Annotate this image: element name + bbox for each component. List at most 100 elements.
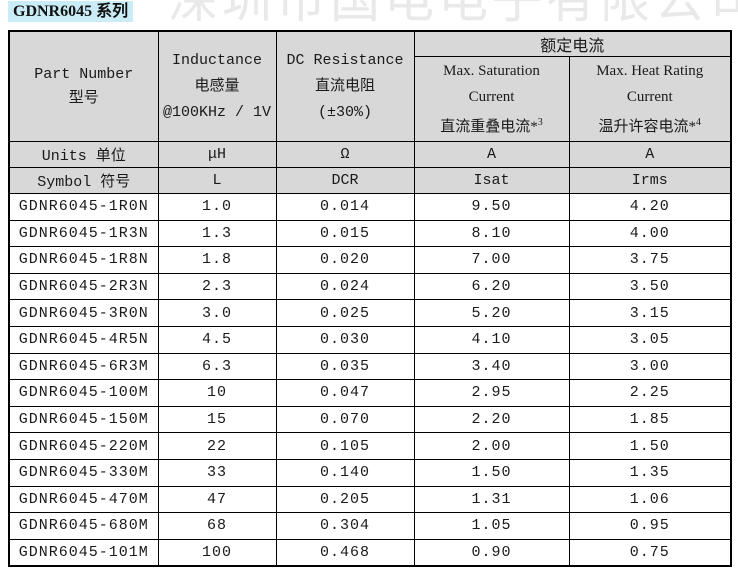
header-dc-resistance-cn: 直流电阻	[314, 77, 375, 95]
isat-cell: 6.20	[413, 272, 570, 301]
part-number-cell: GDNR6045-3R0N	[8, 299, 159, 327]
part-number-cell: GDNR6045-150M	[8, 405, 159, 434]
dcr-cell: 0.015	[275, 219, 415, 248]
dcr-cell: 0.468	[275, 538, 415, 567]
inductance-cell: 68	[157, 512, 277, 540]
header-row-sub: Max. Saturation Current 直流重叠电流*3 Max. He…	[9, 56, 732, 142]
part-number-cell: GDNR6045-101M	[8, 538, 159, 567]
dcr-cell: 0.014	[275, 193, 415, 221]
table-row: GDNR6045-3R0N 3.0 0.025 5.20 3.15	[8, 299, 732, 327]
inductance-cell: 10	[157, 379, 277, 407]
irms-cell: 4.00	[568, 219, 732, 248]
irms-cell: 1.85	[568, 405, 732, 434]
inductance-cell: 47	[157, 485, 277, 514]
table-row: GDNR6045-100M 10 0.047 2.95 2.25	[8, 379, 732, 407]
part-number-cell: GDNR6045-6R3M	[8, 352, 159, 381]
symbol-row: Symbol 符号 L DCR Isat Irms	[8, 167, 732, 194]
inductance-cell: 6.3	[157, 352, 277, 381]
header-saturation-current: Max. Saturation Current 直流重叠电流*3	[413, 56, 570, 142]
inductance-cell: 1.8	[157, 246, 277, 274]
table-row: GDNR6045-101M 100 0.468 0.90 0.75	[8, 538, 732, 567]
units-row: Units 单位 μH Ω A A	[8, 141, 732, 168]
spec-table: Part Number 型号 Inductance 电感量 @100KHz / …	[8, 30, 733, 568]
header-row-top: Part Number 型号 Inductance 电感量 @100KHz / …	[8, 30, 732, 142]
inductance-cell: 3.0	[157, 299, 277, 327]
units-label: Units 单位	[8, 141, 159, 168]
part-number-cell: GDNR6045-680M	[8, 512, 159, 540]
part-number-cell: GDNR6045-220M	[8, 432, 159, 460]
inductance-cell: 22	[157, 432, 277, 460]
part-number-cell: GDNR6045-1R8N	[8, 246, 159, 274]
isat-cell: 9.50	[413, 193, 570, 221]
dcr-cell: 0.105	[275, 432, 415, 460]
units-dcr: Ω	[275, 141, 415, 168]
inductance-cell: 4.5	[157, 325, 277, 354]
table-row: GDNR6045-1R0N 1.0 0.014 9.50 4.20	[8, 193, 732, 221]
dcr-cell: 0.047	[275, 379, 415, 407]
units-irms: A	[568, 141, 732, 168]
table-row: GDNR6045-4R5N 4.5 0.030 4.10 3.05	[8, 325, 732, 354]
dcr-cell: 0.070	[275, 405, 415, 434]
header-saturation-en2: Current	[468, 89, 515, 105]
footnote-3: 3	[537, 117, 543, 128]
header-heat-rating-cn: 温升许容电流*4	[598, 117, 702, 135]
dcr-cell: 0.024	[275, 272, 415, 301]
header-heat-rating-current: Max. Heat Rating Current 温升许容电流*4	[568, 56, 732, 142]
isat-cell: 1.05	[413, 512, 570, 540]
table-row: GDNR6045-2R3N 2.3 0.024 6.20 3.50	[8, 272, 732, 301]
header-saturation-cn: 直流重叠电流*3	[440, 117, 543, 135]
part-number-cell: GDNR6045-330M	[8, 458, 159, 487]
header-dc-resistance: DC Resistance 直流电阻 (±30%)	[275, 30, 415, 142]
isat-cell: 3.40	[413, 352, 570, 381]
header-dc-resistance-en: DC Resistance	[286, 51, 404, 69]
part-number-cell: GDNR6045-470M	[8, 485, 159, 514]
table-row: GDNR6045-220M 22 0.105 2.00 1.50	[8, 432, 732, 460]
irms-cell: 3.75	[568, 246, 732, 274]
part-number-cell: GDNR6045-100M	[8, 379, 159, 407]
isat-cell: 0.90	[413, 538, 570, 567]
irms-cell: 3.00	[568, 352, 732, 381]
symbol-irms: Irms	[568, 167, 732, 194]
dcr-cell: 0.304	[275, 512, 415, 540]
symbol-inductance: L	[157, 167, 277, 194]
symbol-dcr: DCR	[275, 167, 415, 194]
isat-cell: 7.00	[413, 246, 570, 274]
isat-cell: 4.10	[413, 325, 570, 354]
table-row: GDNR6045-150M 15 0.070 2.20 1.85	[8, 405, 732, 434]
irms-cell: 1.06	[568, 485, 732, 514]
irms-cell: 0.95	[568, 512, 732, 540]
isat-cell: 1.50	[413, 458, 570, 487]
isat-cell: 1.31	[413, 485, 570, 514]
isat-cell: 2.20	[413, 405, 570, 434]
header-inductance-cn: 电感量	[194, 77, 240, 95]
irms-cell: 1.50	[568, 432, 732, 460]
symbol-isat: Isat	[413, 167, 570, 194]
header-part-number-cn: 型号	[68, 89, 99, 107]
table-row: GDNR6045-470M 47 0.205 1.31 1.06	[8, 485, 732, 514]
inductance-cell: 1.0	[157, 193, 277, 221]
dcr-cell: 0.035	[275, 352, 415, 381]
irms-cell: 2.25	[568, 379, 732, 407]
irms-cell: 3.05	[568, 325, 732, 354]
isat-cell: 2.00	[413, 432, 570, 460]
company-watermark: 深圳市国电电子有限公司	[168, 0, 738, 28]
table-row: GDNR6045-1R8N 1.8 0.020 7.00 3.75	[8, 246, 732, 274]
irms-cell: 0.75	[568, 538, 732, 567]
header-dc-resistance-tolerance: (±30%)	[317, 103, 372, 121]
irms-cell: 3.50	[568, 272, 732, 301]
dcr-cell: 0.025	[275, 299, 415, 327]
isat-cell: 5.20	[413, 299, 570, 327]
inductance-cell: 1.3	[157, 219, 277, 248]
inductance-cell: 2.3	[157, 272, 277, 301]
header-rated-current: 额定电流	[413, 30, 732, 57]
table-row: GDNR6045-330M 33 0.140 1.50 1.35	[8, 458, 732, 487]
part-number-cell: GDNR6045-2R3N	[8, 272, 159, 301]
table-row: GDNR6045-1R3N 1.3 0.015 8.10 4.00	[8, 219, 732, 248]
symbol-label: Symbol 符号	[8, 167, 159, 194]
page-title: GDNR6045 系列	[8, 1, 134, 22]
dcr-cell: 0.020	[275, 246, 415, 274]
part-number-cell: GDNR6045-4R5N	[8, 325, 159, 354]
isat-cell: 2.95	[413, 379, 570, 407]
irms-cell: 4.20	[568, 193, 732, 221]
inductance-cell: 33	[157, 458, 277, 487]
